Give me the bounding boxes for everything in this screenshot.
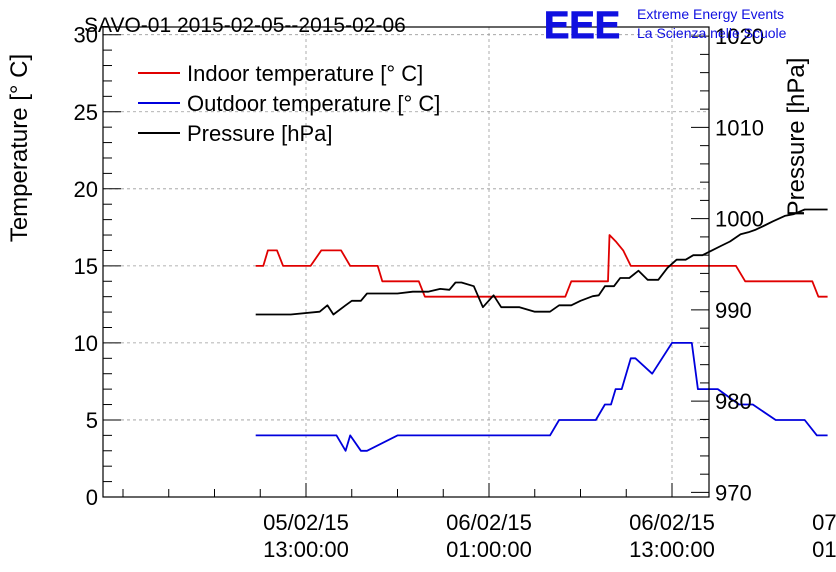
x-tick-label-time: 13:00:00: [263, 537, 349, 562]
x-tick-label-time: 01:00:00: [446, 537, 532, 562]
x-tick-label-date: 07/02/15: [812, 510, 836, 535]
series-layer: [255, 208, 828, 452]
y-right-tick-label: 990: [715, 298, 752, 323]
x-tick-label-time: 13:00:00: [629, 537, 715, 562]
y-left-tick-label: 25: [74, 100, 98, 125]
y-right-tick-label: 970: [715, 480, 752, 505]
left-axis: 0 5 10 15 20 25 30: [74, 23, 121, 510]
legend-label: Pressure [hPa]: [187, 121, 333, 146]
logo-line-2: La Scienza nelle Scuole: [637, 25, 787, 41]
y-right-axis-label: Pressure [hPa]: [783, 58, 810, 217]
y-left-tick-label: 15: [74, 254, 98, 279]
logo: EEE Extreme Energy Events La Scienza nel…: [544, 5, 787, 48]
plot-frame: [102, 26, 710, 498]
legend: Indoor temperature [° C] Outdoor temperat…: [138, 61, 440, 146]
x-tick-label-date: 05/02/15: [263, 510, 349, 535]
right-axis: 970 980 990 1000 1010 1020: [691, 24, 764, 505]
y-left-tick-label: 0: [86, 485, 98, 510]
y-left-axis-label: Temperature [° C]: [6, 54, 33, 242]
y-left-tick-label: 10: [74, 331, 98, 356]
series-line: [255, 341, 828, 452]
legend-label: Outdoor temperature [° C]: [187, 91, 440, 116]
y-left-tick-label: 5: [86, 408, 98, 433]
y-right-tick-label: 1000: [715, 207, 764, 232]
logo-line-1: Extreme Energy Events: [637, 6, 784, 22]
y-right-tick-label: 1020: [715, 24, 764, 49]
legend-label: Indoor temperature [° C]: [187, 61, 423, 86]
chart-title: SAVO-01 2015-02-05--2015-02-06: [84, 14, 406, 37]
x-tick-label-time: 01:00:00: [812, 537, 836, 562]
x-tick-label-date: 06/02/15: [629, 510, 715, 535]
y-left-tick-label: 30: [74, 23, 98, 48]
series-line: [255, 234, 828, 298]
y-left-tick-label: 20: [74, 177, 98, 202]
y-right-tick-label: 980: [715, 389, 752, 414]
x-tick-label-date: 06/02/15: [446, 510, 532, 535]
y-right-tick-label: 1010: [715, 115, 764, 140]
logo-eee-text: EEE: [544, 5, 620, 47]
series-line: [255, 208, 828, 316]
x-axis: 05/02/1513:00:0006/02/1501:00:0006/02/15…: [122, 483, 836, 562]
grid: [103, 27, 709, 497]
